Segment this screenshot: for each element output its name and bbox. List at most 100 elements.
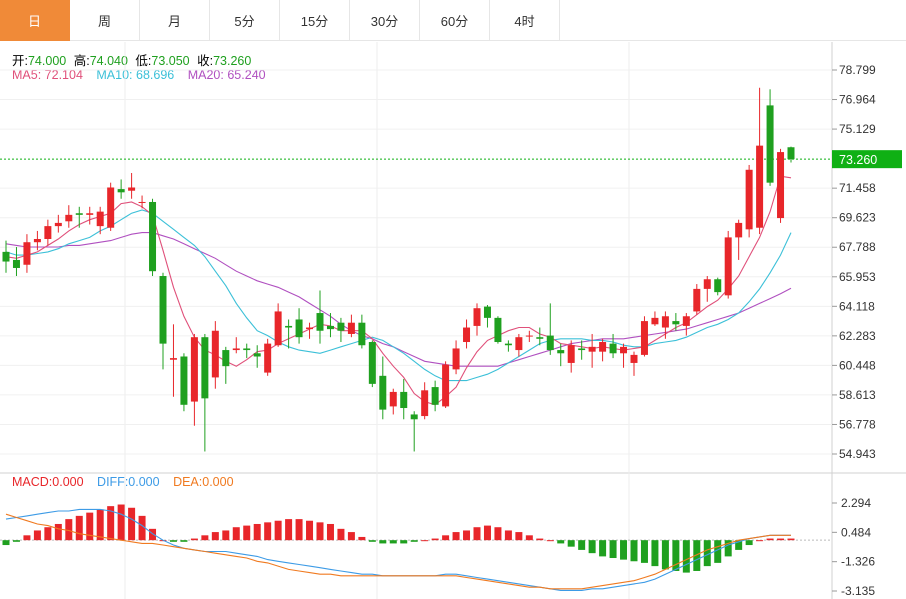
candle-body [253, 353, 261, 357]
macd-hist-bar [714, 540, 722, 563]
candle-body [180, 356, 188, 405]
macd-hist-bar [96, 509, 104, 541]
macd-hist-bar [190, 538, 198, 541]
candle-body [138, 201, 146, 203]
ma20-line [5, 232, 792, 367]
candle-body [400, 391, 408, 409]
kline-chart[interactable]: 78.799 76.964 75.129 71.458 69.623 67.788 65.9… [0, 42, 906, 599]
close-label: 收: [197, 54, 214, 68]
tab-day[interactable]: 日 [0, 0, 70, 41]
macd-hist-bar [2, 540, 10, 546]
macd-hist-bar [211, 532, 219, 541]
candle-body [337, 322, 345, 331]
candle-body [149, 201, 157, 272]
open-label: 开: [12, 54, 28, 68]
tab-week[interactable]: 周 [70, 0, 140, 41]
candle-body [640, 321, 648, 355]
macd-hist-bar [640, 540, 648, 563]
price-tick-label: 78.799 [839, 63, 876, 77]
candle-body [473, 308, 481, 326]
tab-5min[interactable]: 5分 [210, 0, 280, 41]
macd-hist-bar [766, 538, 774, 541]
macd-hist-bar [546, 540, 554, 542]
low-value: 73.050 [151, 54, 190, 68]
candle-body [452, 348, 460, 370]
candle-body [410, 414, 418, 420]
price-tick-label: 64.118 [839, 299, 875, 313]
ma10-value: 68.696 [136, 68, 175, 82]
price-tick-label: 69.623 [839, 211, 876, 225]
candle-body [661, 316, 669, 328]
macd-hist-bar [787, 538, 795, 541]
candle-body [693, 288, 701, 312]
ma10-label: MA10: [96, 68, 133, 82]
candle-body [190, 337, 198, 402]
macd-hist-bar [735, 540, 743, 550]
tab-4hour[interactable]: 4时 [490, 0, 560, 41]
price-tick-label: 56.778 [839, 417, 876, 431]
macd-hist-bar [316, 522, 324, 541]
macd-hist-bar [295, 519, 303, 541]
macd-hist-bar [463, 530, 471, 541]
macd-hist-bar [75, 515, 83, 541]
macd-hist-bar [756, 540, 764, 542]
candle-body [201, 337, 209, 399]
tab-15min[interactable]: 15分 [280, 0, 350, 41]
candle-body [211, 330, 219, 378]
candle-body [672, 321, 680, 325]
macd-tick-label: -1.326 [841, 555, 875, 569]
macd-info: MACD:0.000 DIFF:0.000 DEA:0.000 [12, 475, 238, 489]
macd-hist-bar [274, 520, 282, 541]
candle-body [463, 327, 471, 343]
tab-30min[interactable]: 30分 [350, 0, 420, 41]
price-tick-label: 60.448 [839, 358, 876, 372]
ma20-label: MA20: [187, 68, 224, 82]
candle-body [578, 348, 586, 351]
candle-body [326, 325, 334, 330]
high-label: 高: [73, 54, 90, 68]
candle-body [96, 211, 104, 227]
candle-body [431, 387, 439, 405]
candle-body [724, 237, 732, 296]
candle-body [599, 342, 607, 352]
candle-body [536, 337, 544, 339]
price-tick-label: 67.788 [839, 240, 876, 254]
macd-hist-bar [222, 530, 230, 541]
candle-body [442, 364, 450, 407]
close-value: 73.260 [213, 54, 252, 68]
diff-label: DIFF: [97, 475, 129, 489]
candle-body [494, 317, 502, 343]
macd-hist-bar [400, 540, 408, 544]
candle-body [546, 335, 554, 351]
candle-body [703, 279, 711, 289]
candle-body [347, 322, 355, 334]
macd-hist-bar [421, 540, 429, 542]
candle-body [368, 342, 376, 384]
macd-hist-bar [389, 540, 397, 544]
candle-body [756, 145, 764, 228]
macd-hist-bar [452, 532, 460, 541]
price-tick-label: 58.613 [839, 388, 876, 402]
candle-body [682, 316, 690, 326]
macd-hist-bar [724, 540, 732, 557]
tab-60min[interactable]: 60分 [420, 0, 490, 41]
candle-body [714, 279, 722, 293]
candle-body [766, 105, 774, 183]
macd-hist-bar [149, 528, 157, 541]
macd-hist-bar [620, 540, 628, 560]
candle-body [12, 259, 20, 268]
macd-hist-bar [777, 538, 785, 541]
macd-hist-bar [358, 536, 366, 541]
macd-hist-bar [23, 535, 31, 541]
ma20-value: 65.240 [227, 68, 266, 82]
macd-label: MACD: [12, 475, 53, 489]
macd-hist-bar [264, 522, 272, 541]
macd-hist-bar [337, 528, 345, 541]
price-tick-label: 62.283 [839, 329, 876, 343]
macd-hist-bar [661, 540, 669, 570]
macd-hist-bar [483, 525, 491, 541]
open-value: 74.000 [27, 54, 67, 68]
macd-hist-bar [285, 519, 293, 541]
tab-month[interactable]: 月 [140, 0, 210, 41]
macd-hist-bar [33, 530, 41, 541]
